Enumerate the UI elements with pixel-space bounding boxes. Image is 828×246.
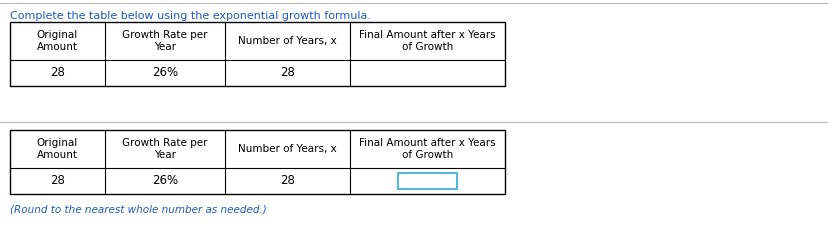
Text: (Round to the nearest whole number as needed.): (Round to the nearest whole number as ne… xyxy=(10,205,267,215)
Text: 28: 28 xyxy=(50,174,65,187)
Text: Complete the table below using the exponential growth formula.: Complete the table below using the expon… xyxy=(10,11,371,21)
Text: Number of Years, x: Number of Years, x xyxy=(238,144,336,154)
Bar xyxy=(10,130,504,194)
Text: 26%: 26% xyxy=(152,66,178,79)
Text: Number of Years, x: Number of Years, x xyxy=(238,36,336,46)
Bar xyxy=(10,22,504,86)
Text: Original
Amount: Original Amount xyxy=(36,30,78,52)
Text: Final Amount after x Years
of Growth: Final Amount after x Years of Growth xyxy=(359,138,495,160)
Text: 26%: 26% xyxy=(152,174,178,187)
Text: 28: 28 xyxy=(280,66,295,79)
Text: 28: 28 xyxy=(50,66,65,79)
Bar xyxy=(397,173,456,188)
Text: Final Amount after x Years
of Growth: Final Amount after x Years of Growth xyxy=(359,30,495,52)
Text: 28: 28 xyxy=(280,174,295,187)
Text: Growth Rate per
Year: Growth Rate per Year xyxy=(122,30,208,52)
Text: Original
Amount: Original Amount xyxy=(36,138,78,160)
Text: Growth Rate per
Year: Growth Rate per Year xyxy=(122,138,208,160)
